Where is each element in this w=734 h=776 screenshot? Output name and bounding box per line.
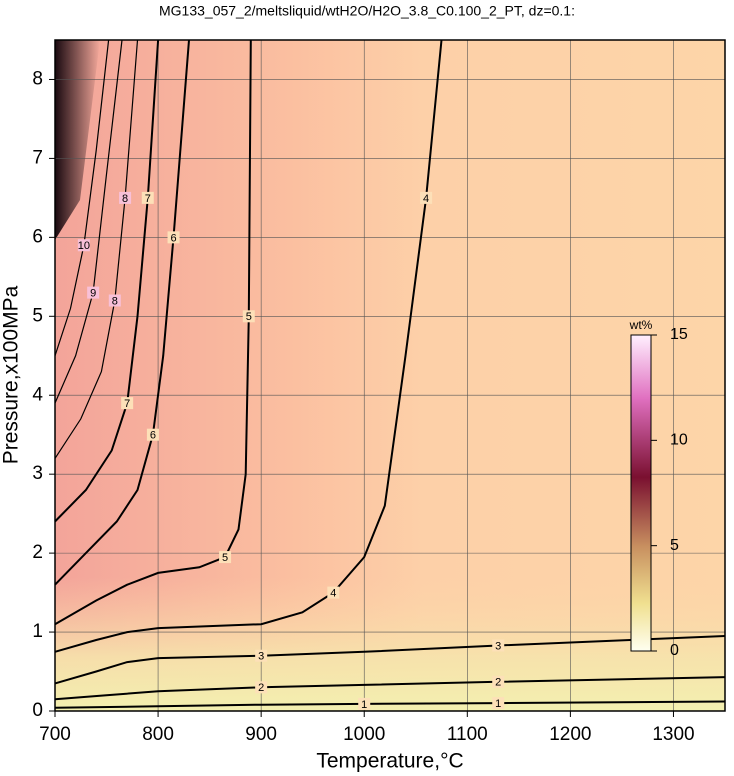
contour-label-bg	[87, 286, 100, 299]
contour-label-bg	[255, 649, 268, 662]
contour-line	[54, 39, 139, 459]
colorbar-label: wt%	[629, 318, 653, 332]
y-tick-label: 8	[32, 68, 43, 89]
x-tick-label: 700	[39, 724, 71, 745]
x-axis-label: Temperature,°C	[316, 750, 463, 773]
contour-label: 2	[258, 682, 264, 694]
contour-label-bg	[167, 231, 180, 244]
colorbar-tick-label: 0	[670, 642, 679, 659]
contour-label: 5	[246, 311, 252, 323]
contour-label: 8	[122, 193, 128, 205]
y-tick-label: 4	[32, 384, 43, 405]
contour-label: 10	[78, 240, 90, 252]
y-tick-label: 3	[32, 463, 43, 484]
contour-label-bg	[77, 239, 90, 252]
contour-label-bg	[358, 697, 371, 710]
contour-label-bg	[219, 551, 232, 564]
x-tick-label: 800	[142, 724, 174, 745]
colorbar-tick-label: 10	[670, 432, 688, 449]
y-tick-label: 0	[32, 700, 43, 721]
contour-label-bg	[492, 675, 505, 688]
contour-label-bg	[255, 681, 268, 694]
colorbar	[630, 334, 652, 652]
y-tick-label: 7	[32, 147, 43, 168]
contour-label: 3	[258, 651, 264, 663]
contour-label: 1	[495, 698, 501, 710]
chart-title: MG133_057_2/meltsliquid/wtH2O/H2O_3.8_C0…	[159, 3, 575, 19]
contour-label: 4	[423, 193, 429, 205]
contour-label-bg	[492, 639, 505, 652]
contour-label: 5	[222, 552, 228, 564]
plot-area: 1 1 2 2 3 3 4 4 5 5 6 6 7 7 8 8 9 10	[54, 39, 726, 712]
contour-label-bg	[108, 294, 121, 307]
y-tick-label: 2	[32, 542, 43, 563]
x-tick-label: 1100	[447, 724, 488, 745]
contour-label-bg	[420, 191, 433, 204]
dense-region	[55, 40, 100, 240]
contour-label-bg	[119, 191, 132, 204]
contour-label: 7	[145, 193, 151, 205]
contour-label: 1	[361, 699, 367, 711]
x-tick-label: 1300	[652, 724, 694, 745]
plot-frame	[54, 39, 726, 712]
contour-label: 4	[330, 587, 336, 599]
plot-background-low	[55, 40, 725, 711]
contour-label: 8	[112, 295, 118, 307]
contour-line	[54, 39, 190, 586]
x-tick-label: 900	[245, 724, 277, 745]
y-axis-label: Pressure,x100MPa	[0, 285, 23, 464]
contour-label: 6	[150, 430, 156, 442]
contour-label: 3	[495, 640, 501, 652]
contour-label-bg	[121, 397, 134, 410]
contour-label: 9	[90, 288, 96, 300]
contour-label-bg	[327, 586, 340, 599]
contour-label-bg	[141, 191, 154, 204]
colorbar-tick-label: 15	[670, 326, 688, 343]
contour-line	[54, 635, 726, 685]
contour-label: 6	[170, 232, 176, 244]
y-tick-label: 1	[32, 621, 43, 642]
contour-label-bg	[492, 697, 505, 710]
y-tick-label: 6	[32, 226, 43, 247]
contour-line	[54, 39, 443, 653]
contour-label: 2	[495, 677, 501, 689]
contour-label-bg	[146, 428, 159, 441]
colorbar-tick-label: 5	[670, 537, 679, 554]
contour-label: 7	[124, 398, 130, 410]
contour-label-bg	[242, 310, 255, 323]
x-tick-label: 1000	[343, 724, 385, 745]
x-tick-label: 1200	[549, 724, 591, 745]
contour-line	[54, 39, 252, 626]
y-tick-label: 5	[32, 305, 43, 326]
contour-line	[54, 700, 726, 709]
